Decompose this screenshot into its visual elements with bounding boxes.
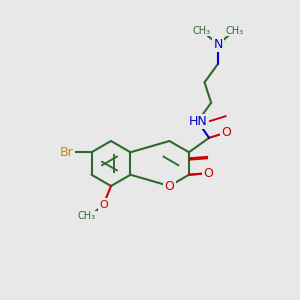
Text: CH₃: CH₃ [193,26,211,36]
Text: CH₃: CH₃ [78,211,96,221]
Text: HN: HN [188,115,207,128]
Text: CH₃: CH₃ [226,26,244,36]
Text: O: O [203,167,213,180]
Text: O: O [221,126,231,139]
Text: N: N [213,38,223,51]
Text: O: O [99,200,108,210]
Text: O: O [164,179,174,193]
Text: Br: Br [60,146,74,159]
